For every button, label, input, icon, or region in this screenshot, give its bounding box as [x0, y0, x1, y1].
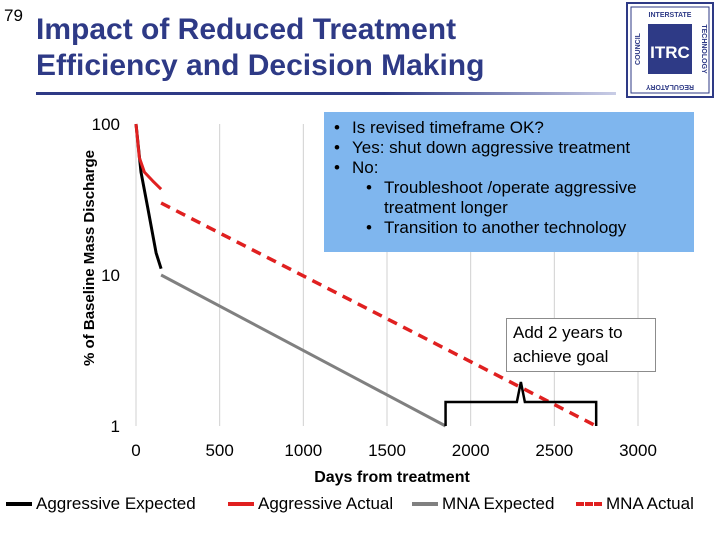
y-tick-label: 10	[101, 266, 120, 285]
x-tick-label: 500	[205, 441, 233, 460]
callout-item-text: No:	[352, 158, 379, 177]
legend-entry-mna-expected: MNA Expected	[412, 494, 554, 514]
x-axis-label: Days from treatment	[314, 469, 470, 486]
logo-acronym: ITRC	[650, 43, 690, 62]
x-tick-label: 3000	[619, 441, 657, 460]
add-years-note: Add 2 years to achieve goal	[506, 318, 656, 372]
logo-word-technology: TECHNOLOGY	[700, 24, 707, 74]
legend-label: MNA Actual	[606, 494, 694, 513]
bullet-icon: •	[366, 178, 372, 197]
two-year-bracket	[444, 381, 598, 426]
itrc-logo: ITRC INTERSTATE TECHNOLOGY REGULATORY CO…	[626, 2, 714, 98]
y-axis-label: % of Baseline Mass Discharge	[81, 150, 98, 366]
callout-item: • No:	[324, 158, 694, 178]
x-tick-label: 1000	[284, 441, 322, 460]
callout-list: • Is revised timeframe OK? • Yes: shut down…	[324, 112, 694, 238]
callout-item: treatment longer	[324, 198, 694, 218]
note-line-1: Add 2 years to	[513, 323, 623, 342]
x-tick-label: 2500	[535, 441, 573, 460]
legend-swatch	[576, 502, 602, 506]
note-line-2: achieve goal	[513, 347, 609, 366]
page-title: Impact of Reduced Treatment Efficiency a…	[36, 12, 596, 84]
callout-item-text: Troubleshoot /operate aggressive	[384, 178, 637, 197]
chart-legend: Aggressive Expected Aggressive Actual MNA …	[0, 494, 720, 520]
y-tick-label: 100	[92, 115, 120, 134]
callout-item-text: Yes: shut down aggressive treatment	[352, 138, 631, 157]
series-line-mna-expected	[160, 273, 447, 428]
bullet-icon: •	[334, 118, 340, 137]
callout-item: • Troubleshoot /operate aggressive	[324, 178, 694, 198]
title-line-2: Efficiency and Decision Making	[36, 49, 485, 82]
legend-swatch	[228, 502, 254, 506]
legend-label: Aggressive Expected	[36, 494, 196, 513]
legend-entry-mna-actual: MNA Actual	[576, 494, 694, 514]
y-tick-label: 1	[111, 417, 120, 436]
legend-label: MNA Expected	[442, 494, 555, 513]
series-line-mna-actual	[160, 201, 597, 428]
bullet-icon: •	[334, 158, 340, 177]
bullet-icon: •	[334, 138, 340, 157]
legend-swatch	[6, 502, 32, 506]
series-line-aggressive-actual	[134, 123, 163, 191]
legend-swatch	[412, 502, 438, 506]
logo-word-council: COUNCIL	[635, 32, 642, 65]
x-tick-label: 2000	[452, 441, 490, 460]
x-tick-label: 1500	[368, 441, 406, 460]
callout-item: • Yes: shut down aggressive treatment	[324, 138, 694, 158]
slide-number: 79	[4, 6, 23, 25]
callout-item-text: Is revised timeframe OK?	[352, 118, 544, 137]
title-line-1: Impact of Reduced Treatment	[36, 13, 457, 46]
x-tick-label: 0	[131, 441, 140, 460]
callout-item-text: Transition to another technology	[384, 218, 627, 237]
callout-item: • Transition to another technology	[324, 218, 694, 238]
logo-word-interstate: INTERSTATE	[649, 12, 692, 19]
bullet-icon: •	[366, 218, 372, 237]
callout-item: • Is revised timeframe OK?	[324, 118, 694, 138]
decision-callout: • Is revised timeframe OK? • Yes: shut down…	[324, 112, 694, 252]
legend-entry-aggressive-actual: Aggressive Actual	[228, 494, 393, 514]
logo-word-regulatory: REGULATORY	[646, 83, 694, 90]
legend-entry-aggressive-expected: Aggressive Expected	[6, 494, 196, 514]
title-divider	[36, 92, 616, 95]
legend-label: Aggressive Actual	[258, 494, 394, 513]
callout-item-text: treatment longer	[384, 198, 508, 217]
